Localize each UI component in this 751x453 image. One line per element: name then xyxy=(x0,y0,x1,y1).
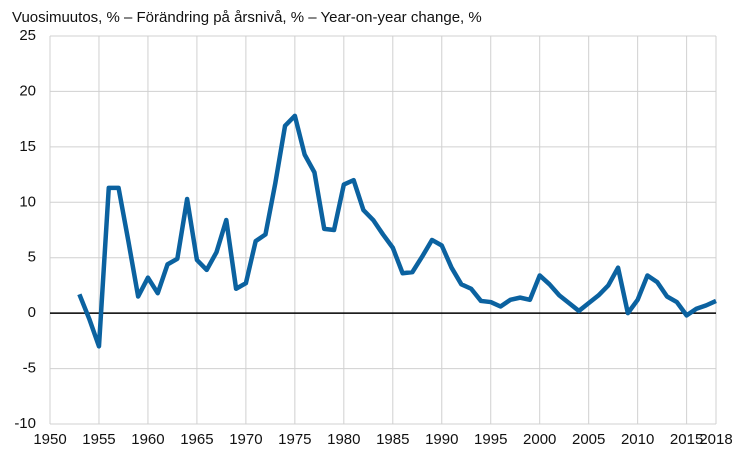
x-tick-label: 2018 xyxy=(699,431,732,448)
y-tick-label: 0 xyxy=(28,304,36,321)
x-tick-label: 2010 xyxy=(621,431,654,448)
x-tick-label: 1950 xyxy=(33,431,66,448)
x-tick-label: 2005 xyxy=(572,431,605,448)
x-tick-label: 1985 xyxy=(376,431,409,448)
x-tick-label: 2015 xyxy=(670,431,703,448)
y-tick-label: -5 xyxy=(23,360,36,377)
x-tick-label: 1980 xyxy=(327,431,360,448)
y-tick-label: 5 xyxy=(28,249,36,266)
y-tick-label: -10 xyxy=(14,415,36,432)
x-tick-label: 1975 xyxy=(278,431,311,448)
data-line xyxy=(77,113,717,349)
x-tick-label: 2000 xyxy=(523,431,556,448)
x-tick-label: 1970 xyxy=(229,431,262,448)
chart-title: Vuosimuutos, % – Förändring på årsnivå, … xyxy=(12,9,482,26)
y-tick-label: 10 xyxy=(19,193,36,210)
y-tick-label: 20 xyxy=(19,82,36,99)
y-tick-label: 25 xyxy=(19,27,36,44)
x-tick-label: 1965 xyxy=(180,431,213,448)
y-tick-label: 15 xyxy=(19,138,36,155)
x-tick-label: 1960 xyxy=(131,431,164,448)
x-tick-label: 1990 xyxy=(425,431,458,448)
x-tick-label: 1955 xyxy=(82,431,115,448)
x-tick-label: 1995 xyxy=(474,431,507,448)
